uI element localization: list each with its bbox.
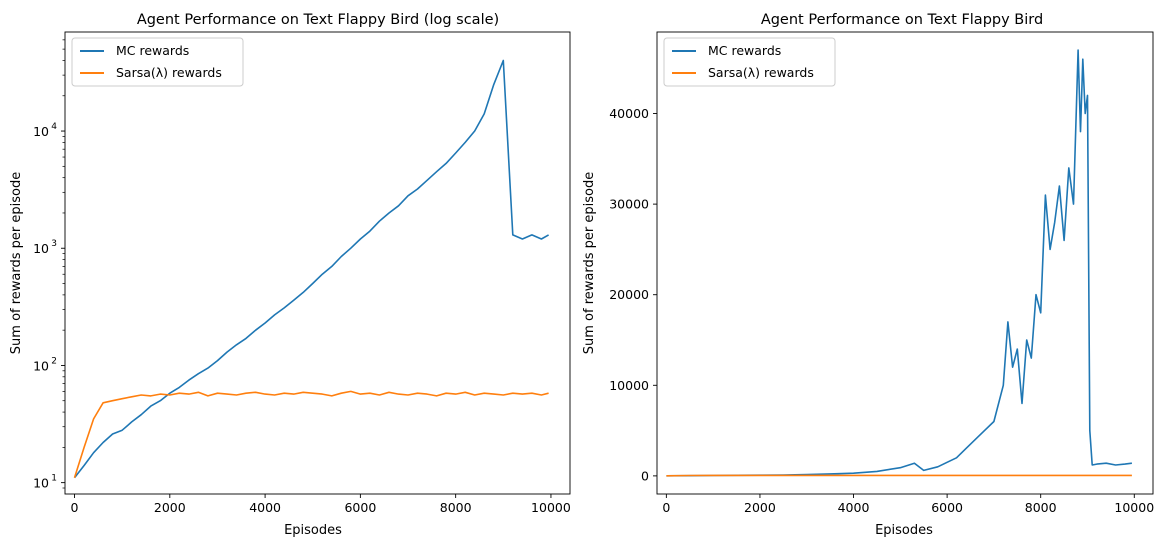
right-x-tick-label: 0 [662,500,670,515]
right-x-tick-label: 10000 [1114,500,1154,515]
left-y-tick-exponent: 4 [51,122,57,132]
left-x-axis-label: Episodes [284,523,342,538]
right-series-line-mc [666,49,1133,477]
right-x-tick-label: 2000 [744,500,776,515]
right-legend-sarsa-label: Sarsa(λ) rewards [708,65,814,80]
right-x-axis-label: Episodes [875,523,933,538]
left-legend-box [71,37,244,87]
left-plot-frame [64,31,571,495]
left-y-tick-exponent: 3 [51,239,57,249]
right-x-tick-label: 4000 [838,500,870,515]
left-plot-area [65,32,570,494]
left-x-tick-label: 8000 [440,500,472,515]
right-x-tick-label: 8000 [1025,500,1057,515]
right-y-axis-label: Sum of rewards per episode [582,172,597,354]
left-y-axis-label: Sum of rewards per episode [9,172,24,354]
right-series-layer [666,49,1133,477]
left-chart: Agent Performance on Text Flappy Bird (l… [9,12,571,538]
left-x-tick-label: 2000 [154,500,186,515]
left-y-tick-exponent: 2 [51,356,57,366]
left-x-tick-label: 10000 [531,500,571,515]
left-y-tick-label: 10 [33,476,49,491]
left-series-layer [73,59,549,479]
right-y-tick-label: 40000 [609,106,649,121]
left-series-line-mc [73,59,549,479]
left-legend: MC rewards Sarsa(λ) rewards [71,37,244,87]
right-legend-box [663,37,836,87]
left-y-tick-label: 10 [33,358,49,373]
right-chart-title: Agent Performance on Text Flappy Bird [761,12,1043,28]
right-y-tick-label: 20000 [609,287,649,302]
left-legend-sarsa-label: Sarsa(λ) rewards [116,65,222,80]
right-y-tick-label: 30000 [609,197,649,212]
right-plot-frame [656,31,1154,495]
left-series-line-sarsa [73,390,549,479]
left-y-tick-label: 10 [33,241,49,256]
right-y-tick-label: 0 [641,468,649,483]
right-y-tick-label: 10000 [609,378,649,393]
left-legend-mc-label: MC rewards [116,43,189,58]
left-x-tick-label: 0 [71,500,79,515]
right-chart: Agent Performance on Text Flappy Bird 0 2… [582,12,1154,538]
left-chart-title: Agent Performance on Text Flappy Bird (l… [137,12,499,28]
left-x-tick-label: 4000 [249,500,281,515]
left-x-tick-label: 6000 [344,500,376,515]
left-y-tick-exponent: 1 [51,474,57,484]
left-y-tick-label: 10 [33,124,49,139]
right-legend: MC rewards Sarsa(λ) rewards [663,37,836,87]
right-plot-area [657,32,1153,494]
right-ticks-layer: 0 2000 4000 6000 8000 10000 0 10000 20000 30000 40… [609,106,1154,515]
right-x-tick-label: 6000 [931,500,963,515]
right-legend-mc-label: MC rewards [708,43,781,58]
